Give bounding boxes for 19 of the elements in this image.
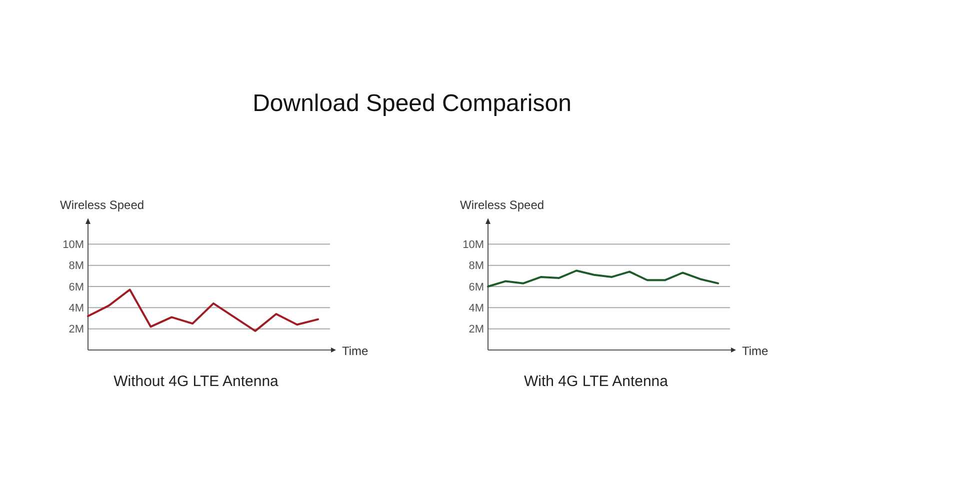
y-axis-title: Wireless Speed <box>60 198 144 212</box>
text: Download Speed Comparison <box>252 90 572 117</box>
text: With 4G LTE Antenna <box>524 373 669 390</box>
y-tick-label: 10M <box>62 239 84 252</box>
x-axis-title: Time <box>742 344 769 358</box>
y-tick-label: 4M <box>468 302 484 315</box>
y-tick-label: 4M <box>68 302 84 315</box>
y-tick-label: 8M <box>468 260 484 272</box>
line-series <box>87 288 319 332</box>
y-tick-label: 2M <box>68 324 84 336</box>
y-axis-title: Wireless Speed <box>460 198 544 212</box>
y-tick-label: 8M <box>68 260 84 272</box>
text: Without 4G LTE Antenna <box>114 373 280 390</box>
y-tick-label: 2M <box>468 324 484 336</box>
y-tick-label: 6M <box>68 281 84 294</box>
x-axis-title: Time <box>342 344 369 358</box>
line-series <box>487 270 719 288</box>
y-tick-label: 6M <box>468 281 484 294</box>
y-tick-label: 10M <box>462 239 484 252</box>
